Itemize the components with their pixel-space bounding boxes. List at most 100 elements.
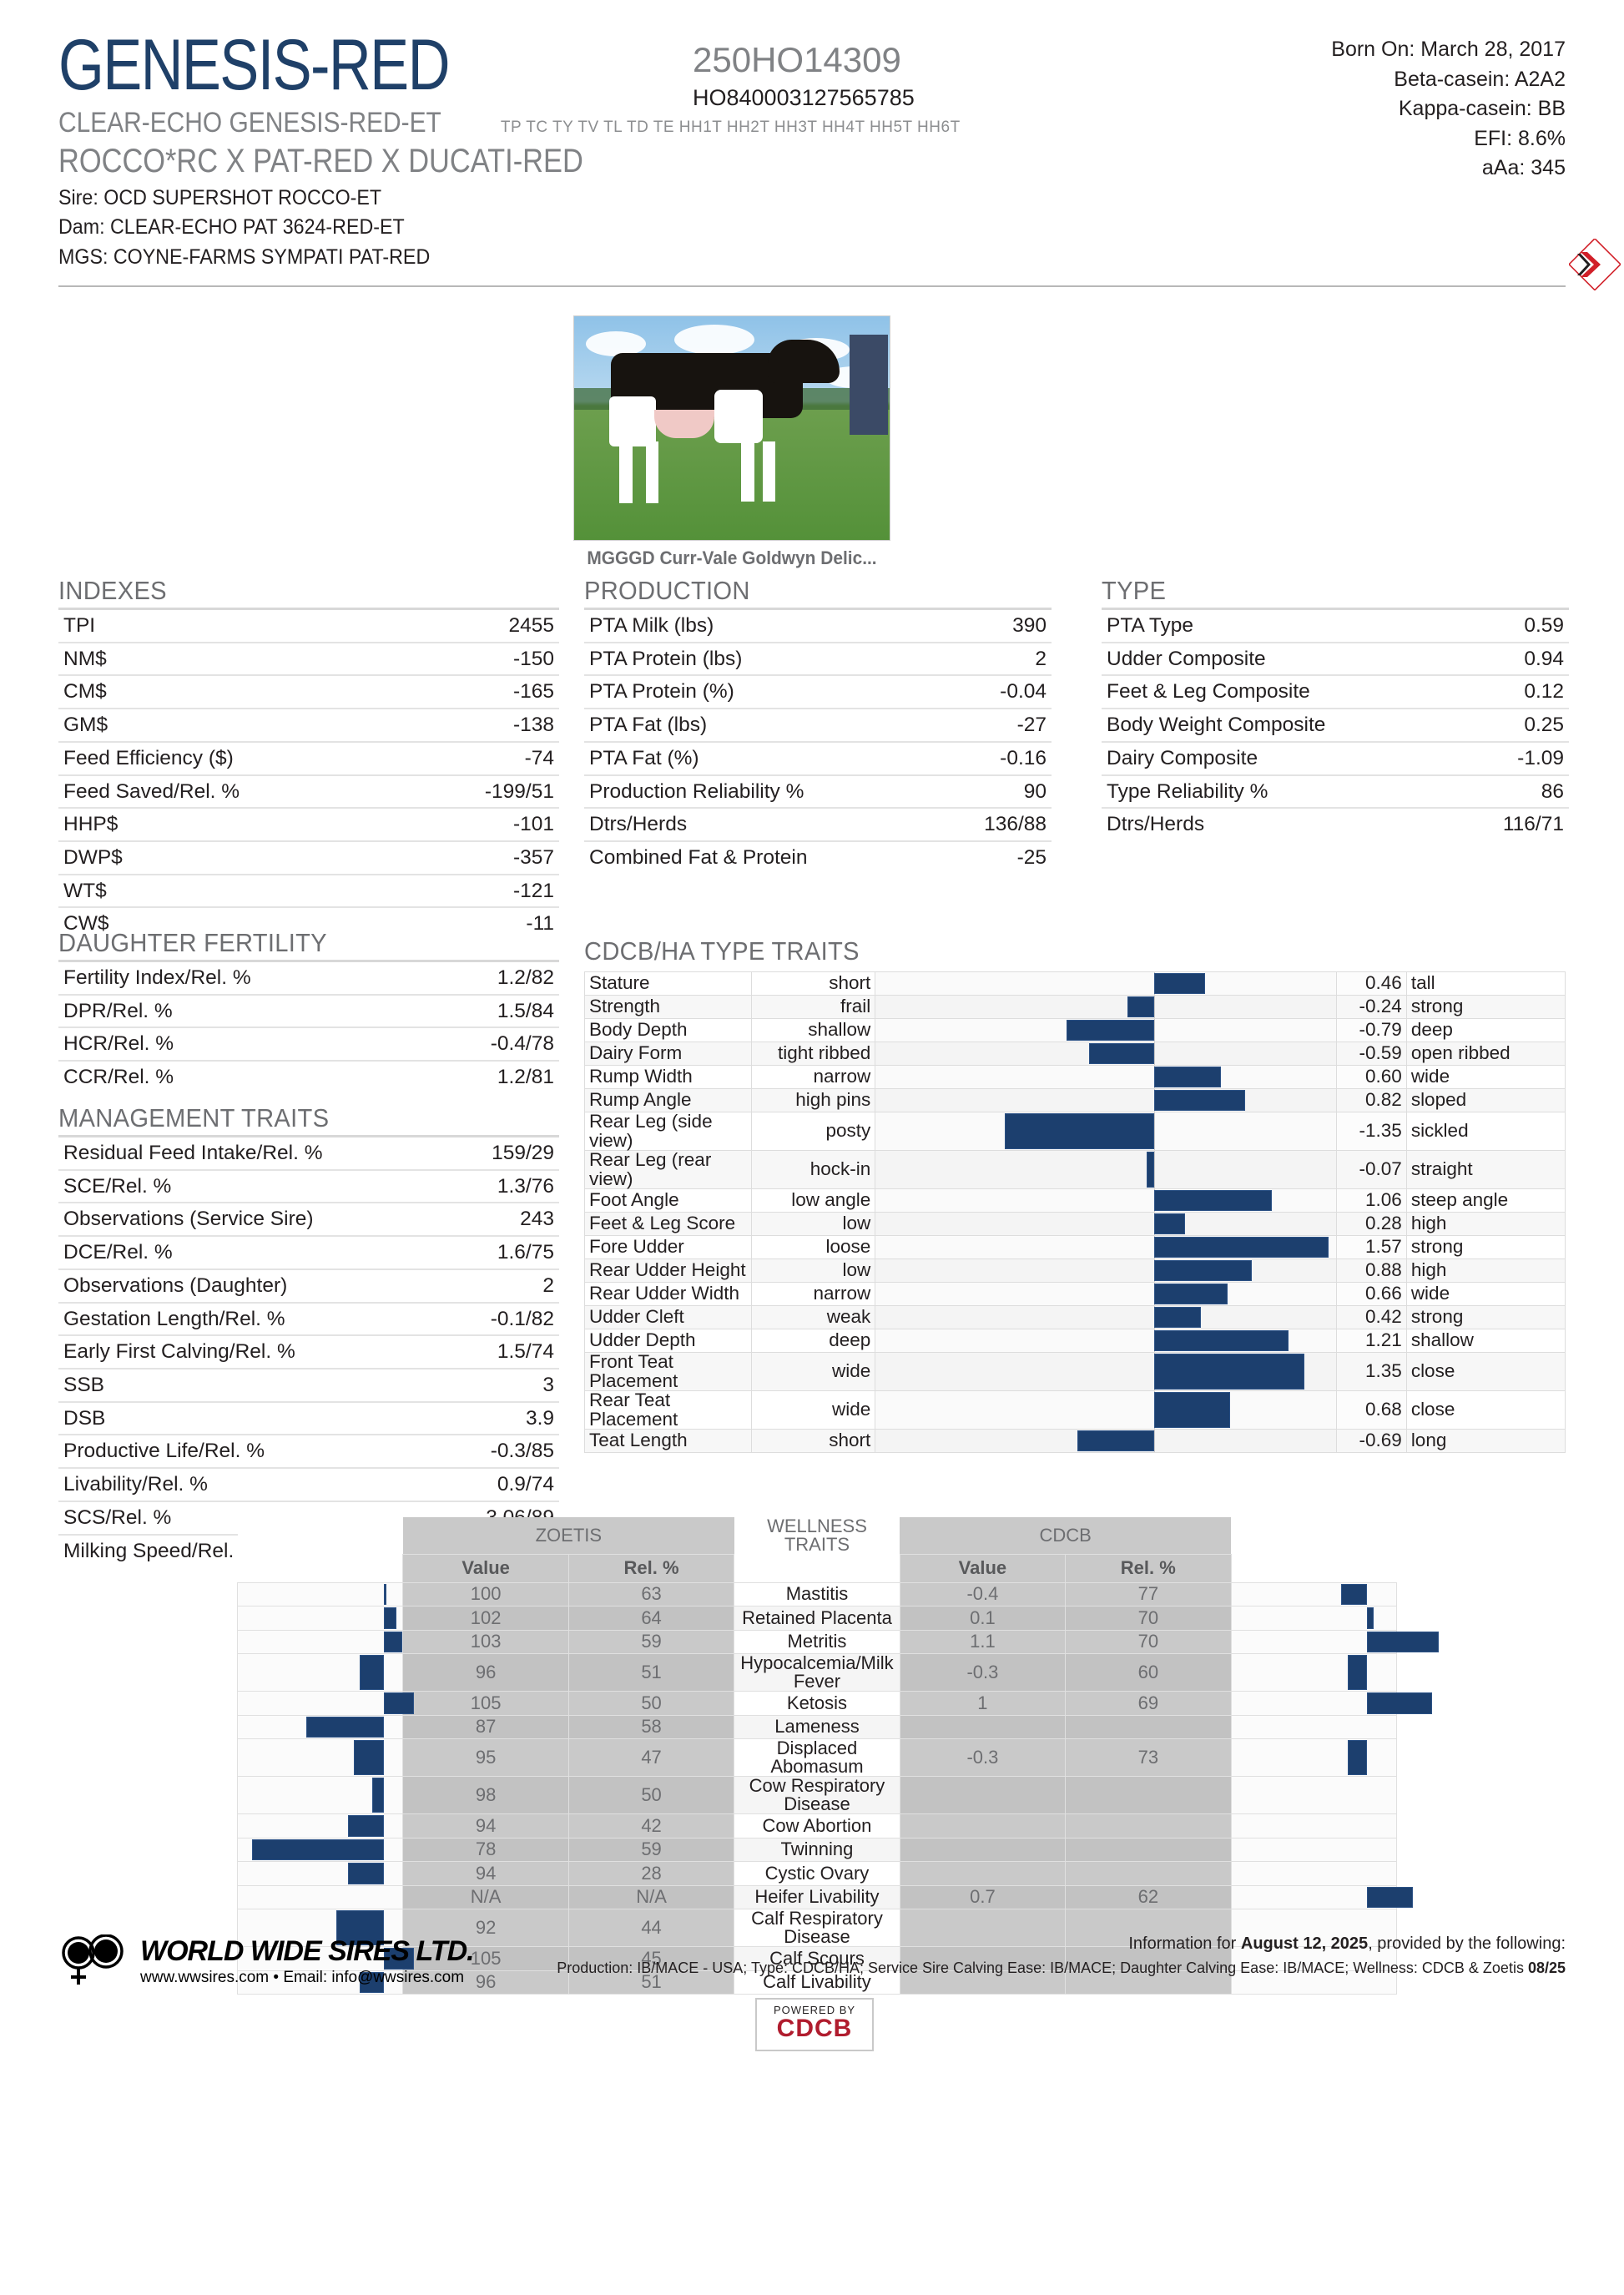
cdcb-value xyxy=(899,1714,1067,1739)
zoetis-value: 96 xyxy=(402,1970,569,1995)
zoetis-value: 96 xyxy=(402,1653,569,1692)
cdcb-bar-cell xyxy=(1230,1606,1398,1631)
pedigree-line: ROCCO*RC X PAT-RED X DUCATI-RED xyxy=(58,142,583,179)
cdcb-value: -0.3 xyxy=(899,1653,1067,1692)
info-prefix: Information for xyxy=(1128,1934,1241,1953)
trait-name: Stature xyxy=(583,971,753,996)
trait-value: 0.60 xyxy=(1335,1065,1407,1089)
zoetis-group-header: ZOETIS xyxy=(402,1517,734,1554)
production-row: PTA Fat (lbs) -27 xyxy=(584,708,1052,742)
sire-line: Sire: OCD SUPERSHOT ROCCO-ET xyxy=(58,185,382,209)
zoetis-bar-cell xyxy=(236,1776,404,1814)
zoetis-rel-header: Rel. % xyxy=(567,1553,735,1583)
wellness-trait-name: Lameness xyxy=(734,1714,900,1739)
management-label: SCE/Rel. % xyxy=(58,1168,446,1203)
zoetis-value: 95 xyxy=(402,1738,569,1777)
trait-low-label: deep xyxy=(751,1329,876,1353)
trait-value: -1.35 xyxy=(1335,1112,1407,1151)
zoetis-reliability: 42 xyxy=(567,1813,735,1839)
zoetis-value: 103 xyxy=(402,1629,569,1654)
type-trait-row: Teat Length short -0.69 long xyxy=(583,1429,1566,1453)
trait-bar xyxy=(1067,1020,1155,1041)
cdcb-value: 0.7 xyxy=(899,1884,1067,1909)
type-label: Feet & Leg Composite xyxy=(1102,674,1458,709)
trait-bar-cell xyxy=(875,971,1337,996)
cdcb-value: 1.1 xyxy=(899,1629,1067,1654)
genetic-info: Born On: March 28, 2017 Beta-casein: A2A… xyxy=(1331,35,1566,184)
trait-low-label: short xyxy=(751,971,876,996)
trait-bar xyxy=(1154,1237,1329,1258)
type-trait-row: Rear Udder Height low 0.88 high xyxy=(583,1258,1566,1283)
type-row: Type Reliability % 86 xyxy=(1102,774,1569,809)
production-value: -0.16 xyxy=(938,740,1052,775)
trait-bar-cell xyxy=(875,1065,1337,1089)
zoetis-bar xyxy=(360,1655,385,1690)
management-label: Early First Calving/Rel. % xyxy=(58,1334,446,1369)
management-row: DCE/Rel. % 1.6/75 xyxy=(58,1235,559,1269)
trait-value: 0.28 xyxy=(1335,1212,1407,1236)
cdcb-reliability xyxy=(1065,1776,1232,1814)
wellness-trait-row: 105 50 Ketosis 1 69 xyxy=(236,1691,1433,1716)
type-trait-row: Strength frail -0.24 strong xyxy=(583,995,1566,1019)
trait-value: 0.42 xyxy=(1335,1305,1407,1329)
wellness-traits-section: ZOETIS WELLNESS TRAITS CDCB Value Rel. %… xyxy=(236,1517,1440,1995)
trait-name: Body Depth xyxy=(583,1018,753,1042)
type-row: PTA Type 0.59 xyxy=(1102,607,1569,643)
index-label: HHP$ xyxy=(58,807,409,842)
trait-high-label: deep xyxy=(1405,1018,1566,1042)
trait-bar xyxy=(1154,1260,1253,1281)
management-value: 1.5/74 xyxy=(446,1334,559,1369)
wellness-traits-table: ZOETIS WELLNESS TRAITS CDCB Value Rel. %… xyxy=(236,1517,1440,1995)
cdcb-value xyxy=(899,1946,1067,1971)
fertility-row: DPR/Rel. % 1.5/84 xyxy=(58,993,559,1028)
zoetis-bar-cell xyxy=(236,1606,404,1631)
daughter-fertility-title: DAUGHTER FERTILITY xyxy=(58,928,327,957)
fertility-value: 1.2/81 xyxy=(421,1060,559,1093)
management-label: Productive Life/Rel. % xyxy=(58,1434,446,1469)
wellness-trait-name: Displaced Abomasum xyxy=(734,1738,900,1777)
index-row: Feed Saved/Rel. % -199/51 xyxy=(58,774,559,809)
trait-value: 1.21 xyxy=(1335,1329,1407,1353)
cdcb-bar-cell xyxy=(1230,1691,1433,1716)
zoetis-value: 105 xyxy=(402,1946,569,1971)
company-contact[interactable]: www.wwsires.com • Email: info@wwsires.co… xyxy=(140,1969,465,1986)
type-trait-row: Udder Cleft weak 0.42 strong xyxy=(583,1305,1566,1329)
daughter-fertility-table: Fertility Index/Rel. % 1.2/82 DPR/Rel. % 1.… xyxy=(58,959,559,1093)
zoetis-reliability: 51 xyxy=(567,1970,735,1995)
trait-high-label: close xyxy=(1405,1352,1566,1391)
management-value: 0.9/74 xyxy=(446,1467,559,1501)
trait-bar xyxy=(1154,1284,1228,1304)
type-traits-title: CDCB/HA TYPE TRAITS xyxy=(584,936,860,966)
cdcb-reliability: 70 xyxy=(1065,1606,1232,1631)
trait-bar xyxy=(1154,1090,1246,1111)
trait-name: Strength xyxy=(583,995,753,1019)
zoetis-bar xyxy=(384,1607,396,1629)
type-trait-row: Rump Angle high pins 0.82 sloped xyxy=(583,1088,1566,1112)
type-table: PTA Type 0.59 Udder Composite 0.94 Feet & Le… xyxy=(1102,607,1569,841)
cdcb-value: -0.3 xyxy=(899,1738,1067,1777)
wellness-trait-name: Calf Respiratory Disease xyxy=(734,1909,900,1947)
trait-low-label: shallow xyxy=(751,1018,876,1042)
trait-low-label: low xyxy=(751,1258,876,1283)
powered-by-label: POWERED BY xyxy=(773,2004,856,2016)
registered-name-row: CLEAR-ECHO GENESIS-RED-ET TP TC TY TV TL… xyxy=(58,107,1566,139)
type-row: Body Weight Composite 0.25 xyxy=(1102,708,1569,742)
trait-high-label: open ribbed xyxy=(1405,1042,1566,1066)
born-on: Born On: March 28, 2017 xyxy=(1331,38,1566,61)
trait-high-label: high xyxy=(1405,1212,1566,1236)
zoetis-bar-cell xyxy=(236,1691,415,1716)
fertility-row: HCR/Rel. % -0.4/78 xyxy=(58,1026,559,1062)
cdcb-value: 0.1 xyxy=(899,1606,1067,1631)
production-label: PTA Protein (%) xyxy=(584,674,939,709)
zoetis-value: 87 xyxy=(402,1714,569,1739)
info-suffix: , provided by the following: xyxy=(1368,1934,1566,1953)
production-row: Production Reliability % 90 xyxy=(584,774,1052,809)
zoetis-value: 78 xyxy=(402,1837,569,1862)
cdcb-reliability xyxy=(1065,1861,1232,1886)
code-block: 250HO14309 HO840003127565785 xyxy=(693,40,915,111)
trait-bar-cell xyxy=(875,1188,1337,1213)
zoetis-bar xyxy=(371,1778,385,1813)
wellness-trait-row: 92 44 Calf Respiratory Disease xyxy=(236,1909,1398,1947)
trait-high-label: shallow xyxy=(1405,1329,1566,1353)
trait-name: Rear Udder Height xyxy=(583,1258,753,1283)
